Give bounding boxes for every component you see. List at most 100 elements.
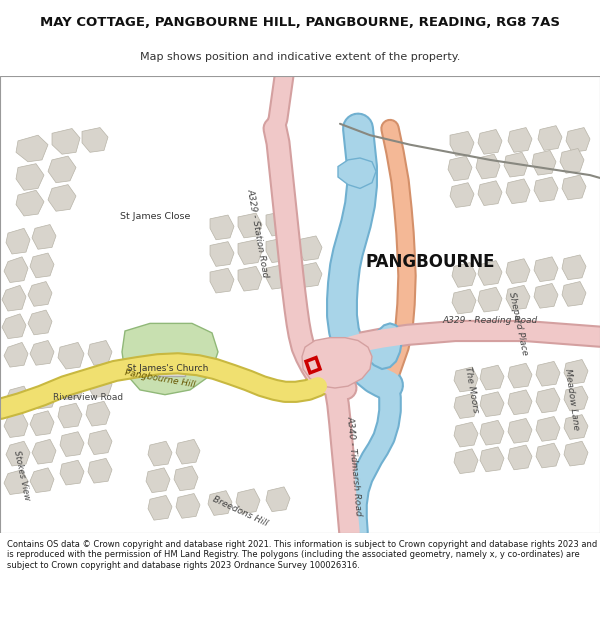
Polygon shape [480,421,504,445]
Polygon shape [266,238,290,262]
Text: A329 - Reading Road: A329 - Reading Road [442,316,538,325]
Polygon shape [32,384,56,409]
Polygon shape [450,131,474,156]
Polygon shape [508,390,532,414]
Polygon shape [60,375,84,399]
Polygon shape [476,154,500,179]
Polygon shape [536,443,560,468]
Polygon shape [4,257,28,282]
Polygon shape [532,151,556,175]
Polygon shape [32,224,56,249]
Polygon shape [148,496,172,520]
Polygon shape [536,388,560,412]
Polygon shape [2,286,26,311]
Polygon shape [534,177,558,202]
Polygon shape [82,127,108,152]
Polygon shape [452,262,476,288]
Text: Stokes View: Stokes View [13,449,32,501]
Polygon shape [208,491,232,516]
Polygon shape [478,261,502,286]
Polygon shape [454,367,478,392]
Polygon shape [454,394,478,419]
Polygon shape [504,152,528,177]
Text: Meadow Lane: Meadow Lane [563,368,581,431]
Polygon shape [506,286,530,310]
Polygon shape [338,158,376,188]
Polygon shape [2,314,26,339]
Polygon shape [564,414,588,439]
Polygon shape [30,253,54,278]
Polygon shape [564,441,588,466]
Polygon shape [480,392,504,416]
Polygon shape [210,242,234,266]
Polygon shape [534,284,558,308]
Polygon shape [122,323,218,394]
Text: Breedons Hill: Breedons Hill [211,495,269,528]
Polygon shape [452,289,476,314]
Text: St James Close: St James Close [120,213,190,221]
Text: Pangbourne Hill: Pangbourne Hill [124,368,196,389]
Polygon shape [238,213,262,238]
Polygon shape [238,266,262,291]
Polygon shape [88,372,112,398]
Polygon shape [566,127,590,152]
Polygon shape [16,135,48,162]
Polygon shape [560,149,584,173]
Polygon shape [448,156,472,181]
Polygon shape [32,439,56,464]
Polygon shape [454,422,478,447]
Polygon shape [30,468,54,492]
Polygon shape [478,181,502,206]
Text: Map shows position and indicative extent of the property.: Map shows position and indicative extent… [140,52,460,62]
Polygon shape [480,365,504,390]
Polygon shape [16,164,44,190]
Polygon shape [508,127,532,152]
Polygon shape [298,262,322,288]
Polygon shape [236,489,260,514]
Polygon shape [86,401,110,426]
Polygon shape [366,323,402,369]
Polygon shape [302,338,372,388]
Polygon shape [48,184,76,211]
Polygon shape [266,264,290,289]
Text: Shepard Place: Shepard Place [507,291,529,356]
Polygon shape [564,386,588,411]
Polygon shape [158,354,185,376]
Polygon shape [478,288,502,312]
Text: PANGBOURNE: PANGBOURNE [365,253,495,271]
Polygon shape [508,419,532,443]
Polygon shape [4,342,28,367]
Polygon shape [52,129,80,154]
Polygon shape [266,211,290,236]
Text: The Moors: The Moors [463,366,481,414]
Text: St James's Church: St James's Church [127,364,209,372]
Polygon shape [506,179,530,204]
Polygon shape [454,449,478,474]
Polygon shape [6,441,30,466]
Polygon shape [562,175,586,200]
Polygon shape [176,439,200,464]
Polygon shape [16,190,44,216]
Text: Riverview Road: Riverview Road [53,393,123,402]
Polygon shape [28,310,52,335]
Polygon shape [508,363,532,388]
Polygon shape [480,447,504,472]
Polygon shape [266,487,290,512]
Text: MAY COTTAGE, PANGBOURNE HILL, PANGBOURNE, READING, RG8 7AS: MAY COTTAGE, PANGBOURNE HILL, PANGBOURNE… [40,16,560,29]
Polygon shape [6,386,30,411]
Polygon shape [146,468,170,492]
Polygon shape [210,215,234,240]
Polygon shape [562,255,586,279]
Polygon shape [562,281,586,306]
Polygon shape [88,430,112,454]
Text: A340 - Tidmarsh Road: A340 - Tidmarsh Road [345,416,363,516]
Polygon shape [174,466,198,491]
Polygon shape [30,411,54,436]
Polygon shape [28,281,52,306]
Polygon shape [564,359,588,384]
Polygon shape [88,458,112,483]
Polygon shape [4,412,28,437]
Text: Contains OS data © Crown copyright and database right 2021. This information is : Contains OS data © Crown copyright and d… [7,540,598,570]
Polygon shape [238,240,262,264]
Polygon shape [60,432,84,456]
